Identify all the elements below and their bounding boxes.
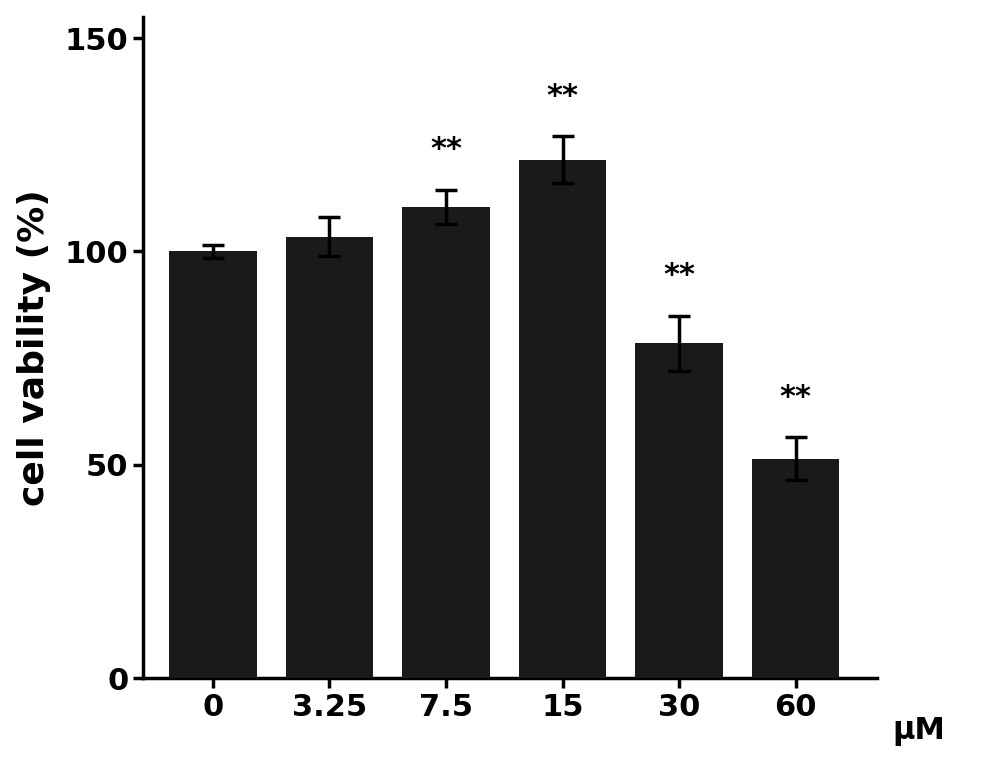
Text: **: ** [430, 135, 462, 164]
Text: **: ** [547, 82, 578, 111]
Text: **: ** [780, 382, 811, 411]
Text: **: ** [663, 261, 695, 290]
Bar [636, 343, 723, 678]
Bar [519, 159, 606, 678]
Bar [286, 237, 373, 678]
Y-axis label: cell vability (%): cell vability (%) [17, 189, 51, 506]
Bar [169, 252, 257, 678]
Text: μM: μM [892, 717, 945, 746]
Bar [752, 459, 839, 678]
Bar [403, 207, 490, 678]
